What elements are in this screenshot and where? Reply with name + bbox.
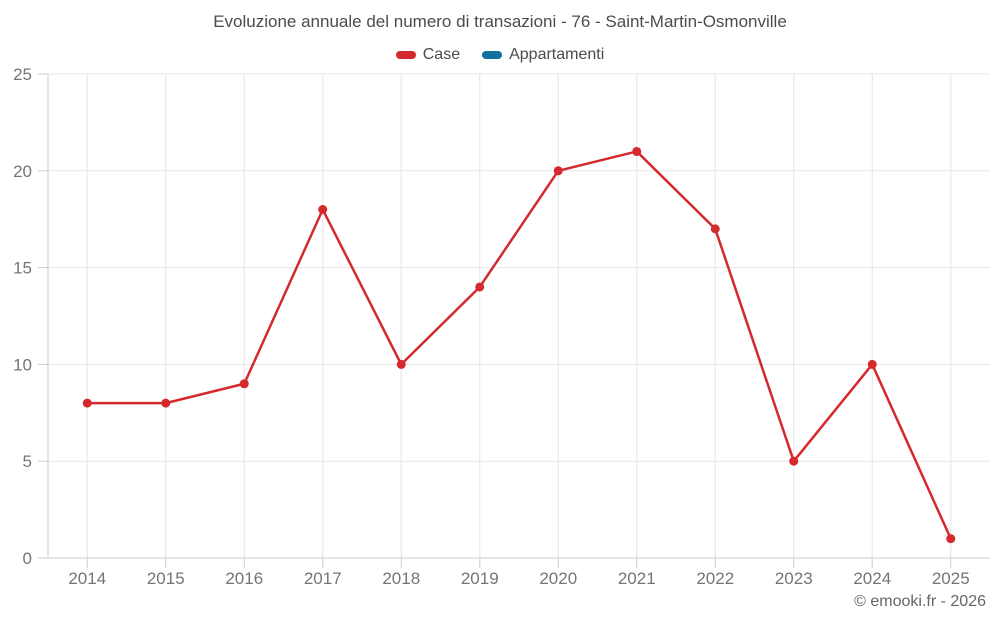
legend: Case Appartamenti — [0, 45, 1000, 65]
y-axis-label: 5 — [23, 452, 32, 471]
x-axis-label: 2020 — [539, 569, 577, 588]
x-axis-label: 2014 — [68, 569, 106, 588]
x-axis-label: 2018 — [382, 569, 420, 588]
x-axis-label: 2021 — [618, 569, 656, 588]
data-point-marker[interactable] — [396, 359, 406, 369]
legend-swatch-appartamenti — [482, 51, 503, 59]
x-axis-label: 2016 — [225, 569, 263, 588]
data-point-marker[interactable] — [82, 398, 92, 408]
data-point-marker[interactable] — [239, 379, 249, 389]
y-axis-label: 0 — [23, 549, 32, 568]
data-point-marker[interactable] — [161, 398, 171, 408]
x-axis-label: 2015 — [147, 569, 185, 588]
x-axis-label: 2025 — [932, 569, 970, 588]
data-point-marker[interactable] — [867, 359, 877, 369]
y-axis-label: 20 — [13, 162, 32, 181]
data-point-marker[interactable] — [318, 205, 328, 215]
data-point-marker[interactable] — [632, 146, 642, 156]
legend-item-appartamenti[interactable]: Appartamenti — [482, 46, 604, 64]
x-axis-label: 2019 — [461, 569, 499, 588]
data-point-marker[interactable] — [553, 166, 563, 176]
chart-title: Evoluzione annuale del numero di transaz… — [213, 12, 787, 31]
y-axis-label: 25 — [13, 65, 32, 84]
data-point-marker[interactable] — [789, 456, 799, 466]
legend-swatch-case — [395, 51, 416, 59]
x-axis-label: 2024 — [853, 569, 891, 588]
credit-link[interactable]: © emooki.fr - 2026 — [854, 593, 986, 610]
legend-item-case[interactable]: Case — [395, 46, 461, 64]
y-axis-label: 10 — [13, 355, 32, 374]
x-axis-label: 2023 — [775, 569, 813, 588]
data-point-marker[interactable] — [946, 534, 956, 544]
series-line-case[interactable] — [86, 150, 952, 540]
y-axis-label: 15 — [13, 259, 32, 278]
legend-label-appartamenti: Appartamenti — [509, 46, 605, 63]
legend-label-case: Case — [422, 46, 461, 63]
x-axis-label: 2022 — [696, 569, 734, 588]
data-point-marker[interactable] — [475, 282, 485, 292]
x-axis-label: 2017 — [304, 569, 342, 588]
data-point-marker[interactable] — [710, 224, 720, 234]
